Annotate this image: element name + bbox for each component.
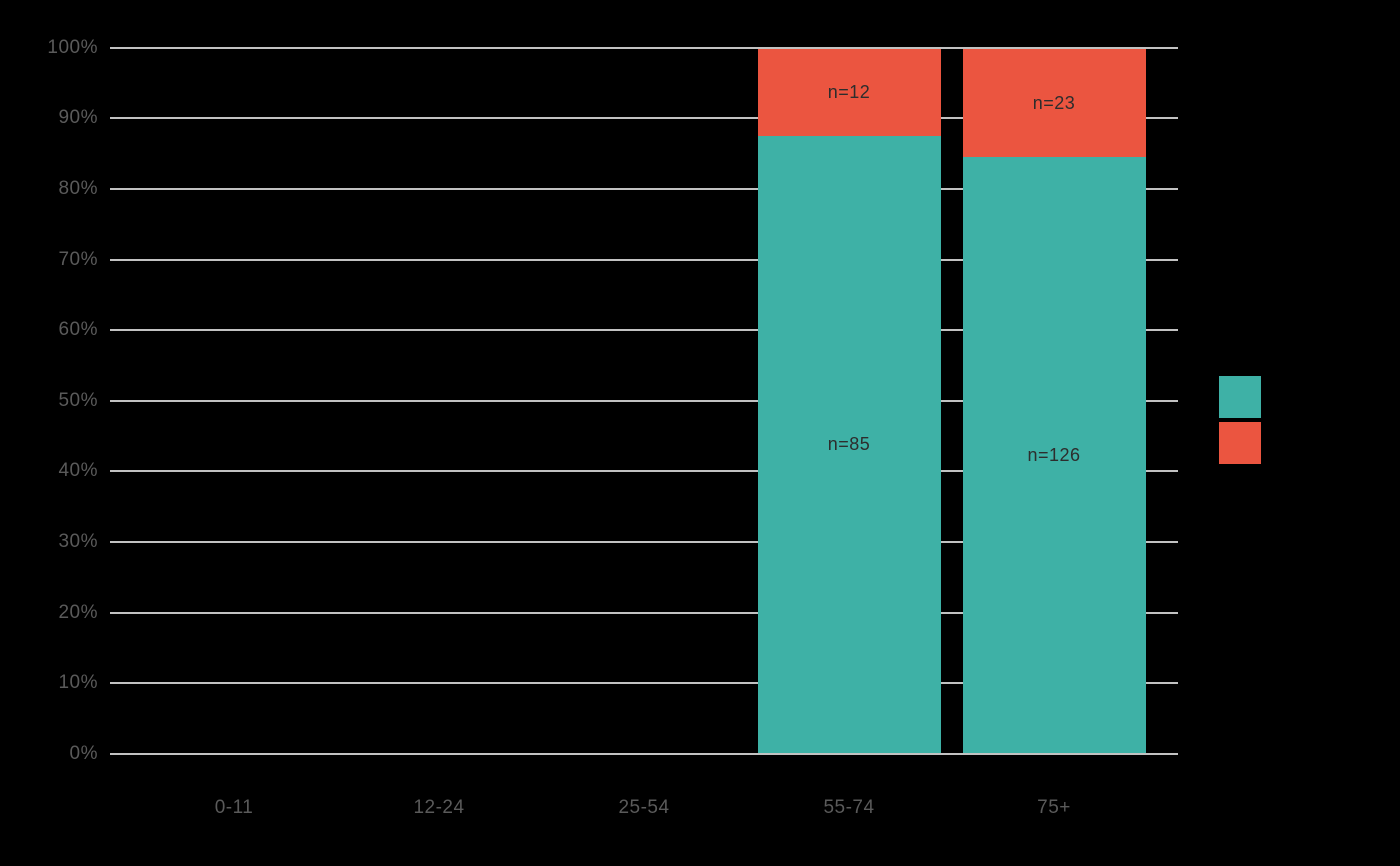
gridline-10% bbox=[110, 682, 1178, 685]
y-tick-label-80%: 80% bbox=[58, 178, 98, 199]
y-tick-label-0%: 0% bbox=[69, 742, 98, 764]
bar-segment-orange-series-75+: n=23 bbox=[962, 49, 1146, 158]
y-tick-label-70%: 70% bbox=[58, 248, 98, 270]
gridline-70% bbox=[110, 258, 1178, 261]
bar-75+: n=23 n=126 bbox=[962, 49, 1146, 753]
y-tick-label-30%: 30% bbox=[58, 531, 98, 552]
gridline-100% bbox=[110, 46, 1178, 49]
y-tick-label-100%: 100% bbox=[47, 36, 98, 58]
bar-label-orange-series-75+: n=23 bbox=[1032, 92, 1076, 113]
legend bbox=[1219, 376, 1261, 464]
x-tick-label-55-74: 55-74 bbox=[823, 797, 875, 818]
x-tick-label-12-24: 12-24 bbox=[413, 797, 465, 818]
x-tick-label-25-54: 25-54 bbox=[618, 797, 670, 818]
bar-segment-teal-series-75+: n=126 bbox=[962, 157, 1146, 753]
x-tick-label-75+: 75+ bbox=[1037, 797, 1071, 818]
orange-swatch[interactable] bbox=[1219, 422, 1261, 464]
bar-label-orange-series-55-74: n=12 bbox=[827, 82, 871, 103]
gridline-50% bbox=[110, 399, 1178, 402]
bar-segment-orange-series-55-74: n=12 bbox=[757, 49, 941, 137]
y-tick-label-40%: 40% bbox=[58, 460, 98, 482]
bar-55-74: n=12 n=85 bbox=[757, 49, 941, 753]
gridline-30% bbox=[110, 541, 1178, 543]
teal-swatch[interactable] bbox=[1219, 376, 1261, 418]
y-tick-label-90%: 90% bbox=[58, 107, 98, 129]
y-tick-label-20%: 20% bbox=[58, 601, 98, 623]
y-tick-label-60%: 60% bbox=[58, 319, 98, 341]
gridline-20% bbox=[110, 611, 1178, 614]
gridline-90% bbox=[110, 117, 1178, 120]
y-tick-label-10%: 10% bbox=[58, 672, 98, 694]
gridline-60% bbox=[110, 329, 1178, 332]
bar-segment-teal-series-55-74: n=85 bbox=[757, 136, 941, 753]
x-tick-label-0-11: 0-11 bbox=[214, 797, 254, 818]
gridline-80% bbox=[110, 188, 1178, 190]
y-tick-label-50%: 50% bbox=[58, 389, 98, 411]
gridline-40% bbox=[110, 470, 1178, 473]
gridline-0% bbox=[110, 752, 1178, 755]
bar-label-teal-series-75+: n=126 bbox=[1027, 444, 1081, 465]
bar-label-teal-series-55-74: n=85 bbox=[827, 434, 871, 455]
